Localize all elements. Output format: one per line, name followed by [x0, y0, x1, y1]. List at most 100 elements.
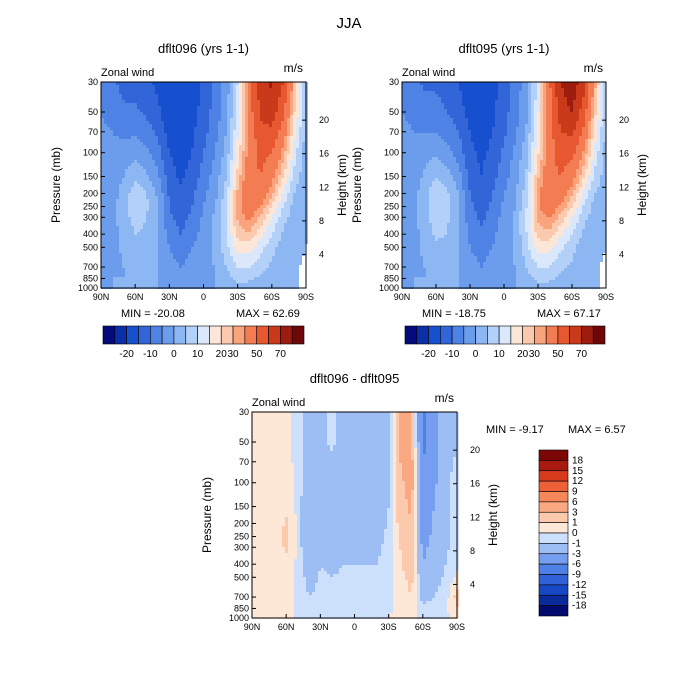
- heatmap-cell: [134, 280, 137, 283]
- heatmap-cell: [206, 265, 209, 268]
- heatmap-cell: [260, 127, 263, 130]
- heatmap-cell: [182, 88, 185, 91]
- heatmap-cell: [224, 154, 227, 157]
- heatmap-cell: [122, 208, 125, 211]
- heatmap-cell: [230, 133, 233, 136]
- heatmap-cell: [296, 94, 299, 97]
- heatmap-cell: [245, 136, 248, 139]
- heatmap-cell: [302, 160, 305, 163]
- heatmap-cell: [227, 157, 230, 160]
- heatmap-cell: [287, 205, 290, 208]
- heatmap-cell: [275, 97, 278, 100]
- heatmap-cell: [197, 115, 200, 118]
- heatmap-cell: [284, 121, 287, 124]
- heatmap-cell: [236, 175, 239, 178]
- heatmap-cell: [116, 205, 119, 208]
- heatmap-cell: [281, 220, 284, 223]
- heatmap-cell: [248, 208, 251, 211]
- heatmap-cell: [146, 112, 149, 115]
- heatmap-cell: [212, 106, 215, 109]
- heatmap-cell: [194, 193, 197, 196]
- heatmap-cell: [257, 130, 260, 133]
- heatmap-cell: [257, 202, 260, 205]
- heatmap-cell: [101, 268, 104, 271]
- heatmap-cell: [221, 223, 224, 226]
- heatmap-cell: [519, 85, 522, 88]
- heatmap-cell: [104, 130, 107, 133]
- heatmap-cell: [281, 199, 284, 202]
- heatmap-cell: [293, 211, 296, 214]
- heatmap-cell: [125, 244, 128, 247]
- heatmap-cell: [248, 259, 251, 262]
- heatmap-cell: [158, 283, 161, 286]
- heatmap-cell: [104, 268, 107, 271]
- heatmap-cell: [218, 148, 221, 151]
- heatmap-cell: [537, 85, 540, 88]
- heatmap-cell: [188, 85, 191, 88]
- heatmap-cell: [164, 178, 167, 181]
- heatmap-cell: [230, 124, 233, 127]
- heatmap-cell: [191, 178, 194, 181]
- heatmap-cell: [275, 256, 278, 259]
- heatmap-cell: [167, 106, 170, 109]
- heatmap-cell: [146, 202, 149, 205]
- heatmap-cell: [125, 193, 128, 196]
- heatmap-cell: [224, 247, 227, 250]
- heatmap-cell: [221, 121, 224, 124]
- heatmap-cell: [176, 220, 179, 223]
- heatmap-cell: [110, 217, 113, 220]
- heatmap-cell: [230, 181, 233, 184]
- heatmap-cell: [221, 205, 224, 208]
- heatmap-cell: [224, 226, 227, 229]
- heatmap-cell: [230, 103, 233, 106]
- heatmap-cell: [107, 163, 110, 166]
- heatmap-cell: [266, 190, 269, 193]
- x-tick-label: 60N: [127, 292, 144, 302]
- heatmap-cell: [405, 82, 408, 85]
- heatmap-cell: [444, 88, 447, 91]
- heatmap-cell: [155, 190, 158, 193]
- heatmap-cell: [167, 94, 170, 97]
- heatmap-cell: [263, 262, 266, 265]
- heatmap-cell: [194, 85, 197, 88]
- heatmap-cell: [435, 88, 438, 91]
- heatmap-cell: [272, 97, 275, 100]
- heatmap-cell: [176, 196, 179, 199]
- heatmap-cell: [248, 157, 251, 160]
- heatmap-cell: [302, 118, 305, 121]
- heatmap-cell: [149, 166, 152, 169]
- heatmap-cell: [152, 283, 155, 286]
- heatmap-cell: [272, 154, 275, 157]
- heatmap-cell: [233, 115, 236, 118]
- heatmap-cell: [200, 172, 203, 175]
- heatmap-cell: [182, 94, 185, 97]
- heatmap-cell: [125, 190, 128, 193]
- heatmap-cell: [507, 85, 510, 88]
- heatmap-cell: [191, 115, 194, 118]
- heatmap-cell: [119, 88, 122, 91]
- heatmap-cell: [188, 130, 191, 133]
- heatmap-cell: [119, 100, 122, 103]
- heatmap-cell: [263, 106, 266, 109]
- heatmap-cell: [188, 241, 191, 244]
- heatmap-cell: [221, 151, 224, 154]
- heatmap-cell: [254, 118, 257, 121]
- heatmap-cell: [194, 163, 197, 166]
- heatmap-cell: [293, 199, 296, 202]
- heatmap-cell: [128, 172, 131, 175]
- heatmap-cell: [164, 259, 167, 262]
- heatmap-cell: [230, 241, 233, 244]
- heatmap-cell: [299, 193, 302, 196]
- heatmap-cell: [137, 262, 140, 265]
- heatmap-cell: [426, 85, 429, 88]
- heatmap-cell: [209, 199, 212, 202]
- heatmap-cell: [236, 172, 239, 175]
- heatmap-cell: [254, 190, 257, 193]
- heatmap-cell: [269, 160, 272, 163]
- heatmap-cell: [167, 124, 170, 127]
- heatmap-cell: [155, 217, 158, 220]
- heatmap-cell: [149, 181, 152, 184]
- heatmap-cell: [140, 226, 143, 229]
- heatmap-cell: [125, 103, 128, 106]
- heatmap-cell: [122, 148, 125, 151]
